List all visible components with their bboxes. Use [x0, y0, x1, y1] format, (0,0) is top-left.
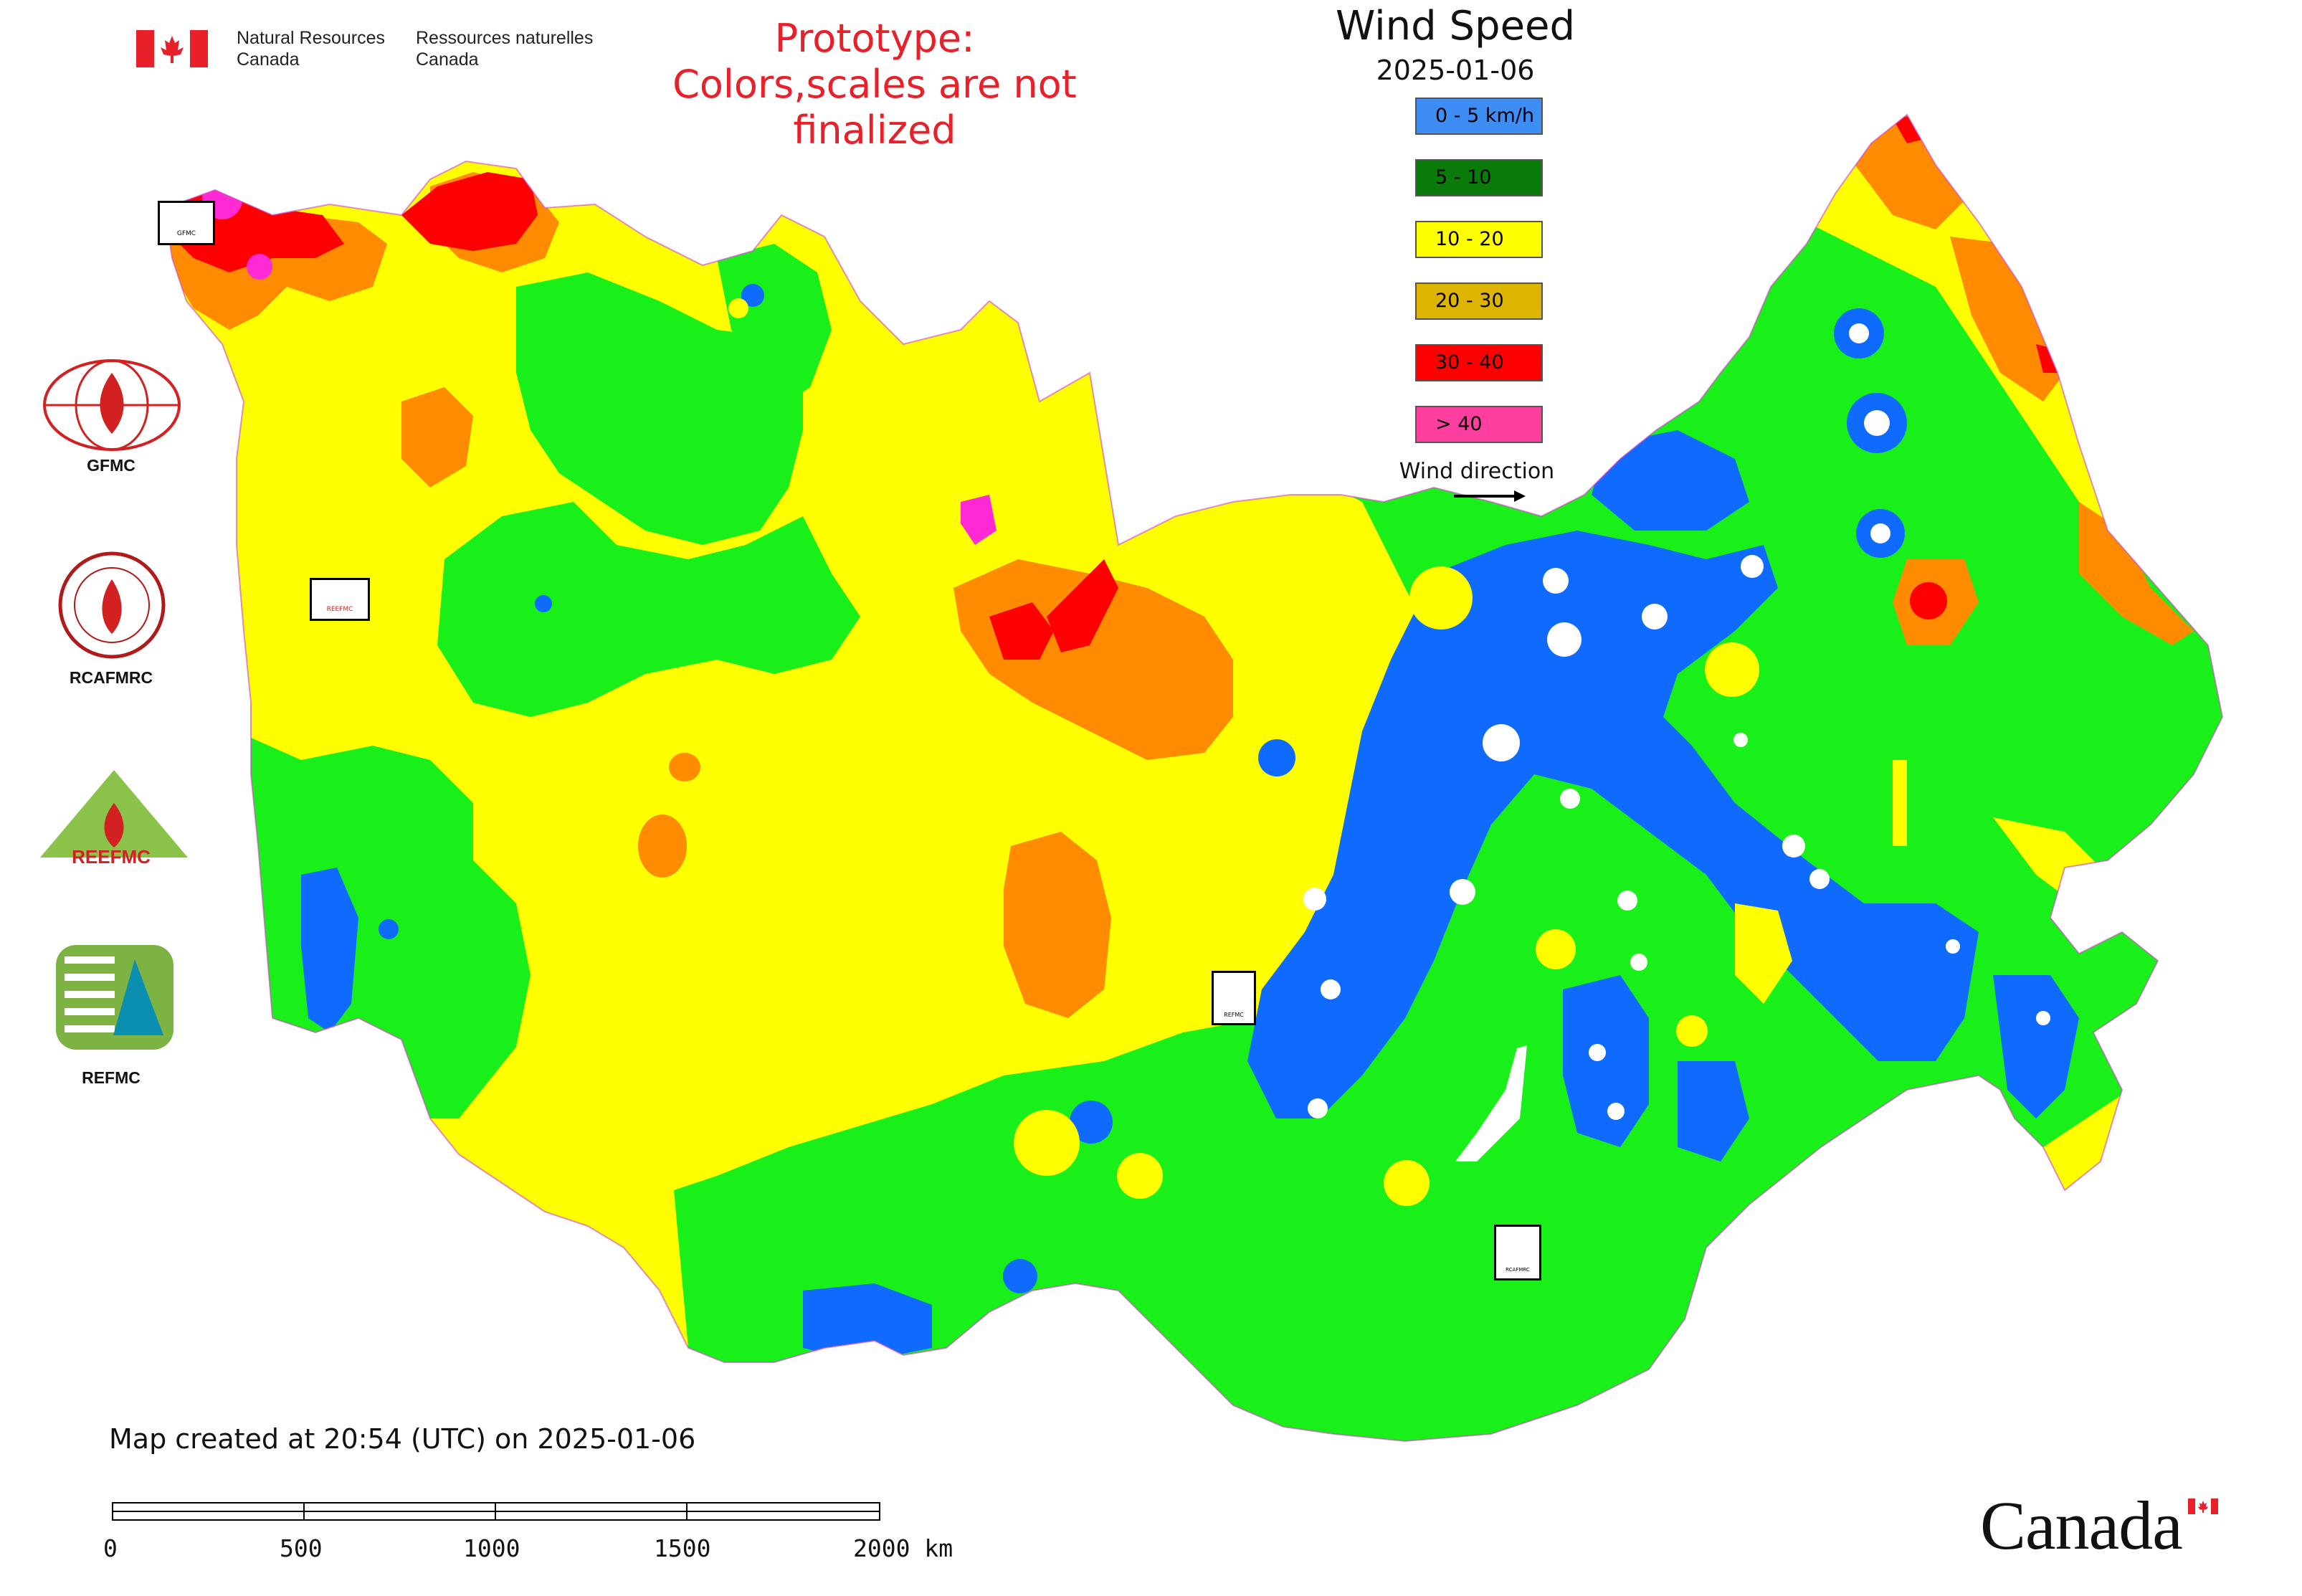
- wind-direction-label: Wind direction: [1399, 459, 1555, 484]
- legend-item-20-30: 20 - 30: [1415, 282, 1543, 320]
- gfmc-map-stamp: GFMC: [158, 201, 215, 245]
- nrcan-name-english: Natural Resources Canada: [237, 28, 386, 70]
- logo-label-refmc: REFMC: [82, 1068, 141, 1087]
- gfmc-stamp-label: GFMC: [176, 230, 196, 237]
- legend-item-5-10: 5 - 10: [1415, 159, 1543, 196]
- legend-item-30-40: 30 - 40: [1415, 344, 1543, 381]
- legend-item-0-5: 0 - 5 km/h: [1415, 98, 1543, 135]
- canada-wordmark: Canada: [1980, 1487, 2183, 1564]
- canada-wordmark-flag-icon: [2188, 1498, 2218, 1514]
- logo-label-gfmc: GFMC: [87, 456, 135, 475]
- gfmc-logo-icon: [43, 359, 181, 451]
- wind-direction-arrow: [1454, 490, 1526, 502]
- scale-tick-0: 0: [103, 1534, 118, 1562]
- rcafmrc-stamp-label: RCAFMRC: [1506, 1267, 1530, 1273]
- prototype-line-2: Colors,scales are not finalized: [672, 62, 1077, 153]
- prototype-line-1: Prototype:: [774, 16, 975, 61]
- scale-tick-1500: 1500: [654, 1534, 711, 1562]
- rcafmrc-logo-icon: [58, 551, 166, 659]
- scale-tick-1000: 1000: [463, 1534, 520, 1562]
- scale-tick-500: 500: [280, 1534, 323, 1562]
- scale-tick-2000: 2000 km: [853, 1534, 953, 1562]
- map-created-timestamp: Map created at 20:54 (UTC) on 2025-01-06: [109, 1423, 696, 1455]
- rcafmrc-map-stamp: RCAFMRC: [1494, 1225, 1541, 1281]
- prototype-notice: Prototype: Colors,scales are not finaliz…: [660, 16, 1090, 153]
- scale-bar: [112, 1502, 880, 1521]
- legend-date: 2025-01-06: [1376, 54, 1535, 86]
- legend-item-10-20: 10 - 20: [1415, 221, 1543, 258]
- logo-label-reefmc: REEFMC: [72, 846, 151, 868]
- legend-title: Wind Speed: [1335, 3, 1576, 49]
- refmc-map-stamp: REFMC: [1212, 971, 1256, 1025]
- reefmc-map-stamp: REEFMC: [310, 578, 370, 621]
- canada-flag-icon: [136, 30, 208, 67]
- legend-item-over-40: > 40: [1415, 406, 1543, 443]
- refmc-logo-icon: [56, 945, 173, 1050]
- refmc-stamp-label: REFMC: [1224, 1012, 1244, 1018]
- reefmc-logo-icon: [40, 770, 188, 858]
- logo-label-rcafmrc: RCAFMRC: [69, 668, 153, 687]
- nrcan-name-french: Ressources naturelles Canada: [416, 28, 594, 70]
- reefmc-stamp-label: REEFMC: [326, 606, 353, 613]
